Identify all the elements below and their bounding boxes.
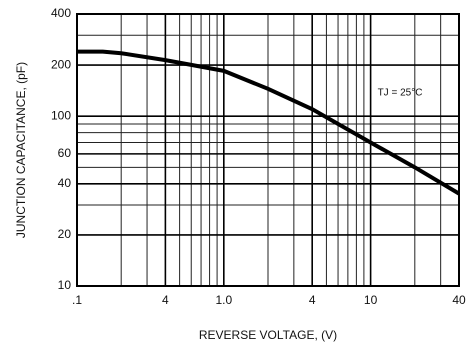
- x-axis-label: REVERSE VOLTAGE, (V): [199, 328, 337, 342]
- y-tick-label: 60: [58, 146, 72, 160]
- x-tick-label: 40: [452, 293, 466, 307]
- plot-frame: [76, 13, 460, 287]
- y-tick-label: 100: [51, 108, 71, 122]
- x-tick-label: 10: [364, 293, 378, 307]
- y-tick-label: 400: [51, 6, 71, 20]
- y-tick-label: 10: [58, 278, 72, 292]
- y-tick-label: 40: [58, 176, 72, 190]
- annotation: TJ = 25°C: [378, 88, 423, 99]
- y-axis-label: JUNCTION CAPACITANCE, (pF): [14, 62, 28, 238]
- x-tick-label: 1.0: [215, 293, 232, 307]
- y-tick-label: 200: [51, 57, 71, 71]
- x-tick-label: 4: [309, 293, 316, 307]
- x-tick-label: .1: [72, 293, 82, 307]
- x-tick-label: 4: [162, 293, 169, 307]
- curve: [77, 49, 461, 196]
- y-tick-label: 20: [58, 227, 72, 241]
